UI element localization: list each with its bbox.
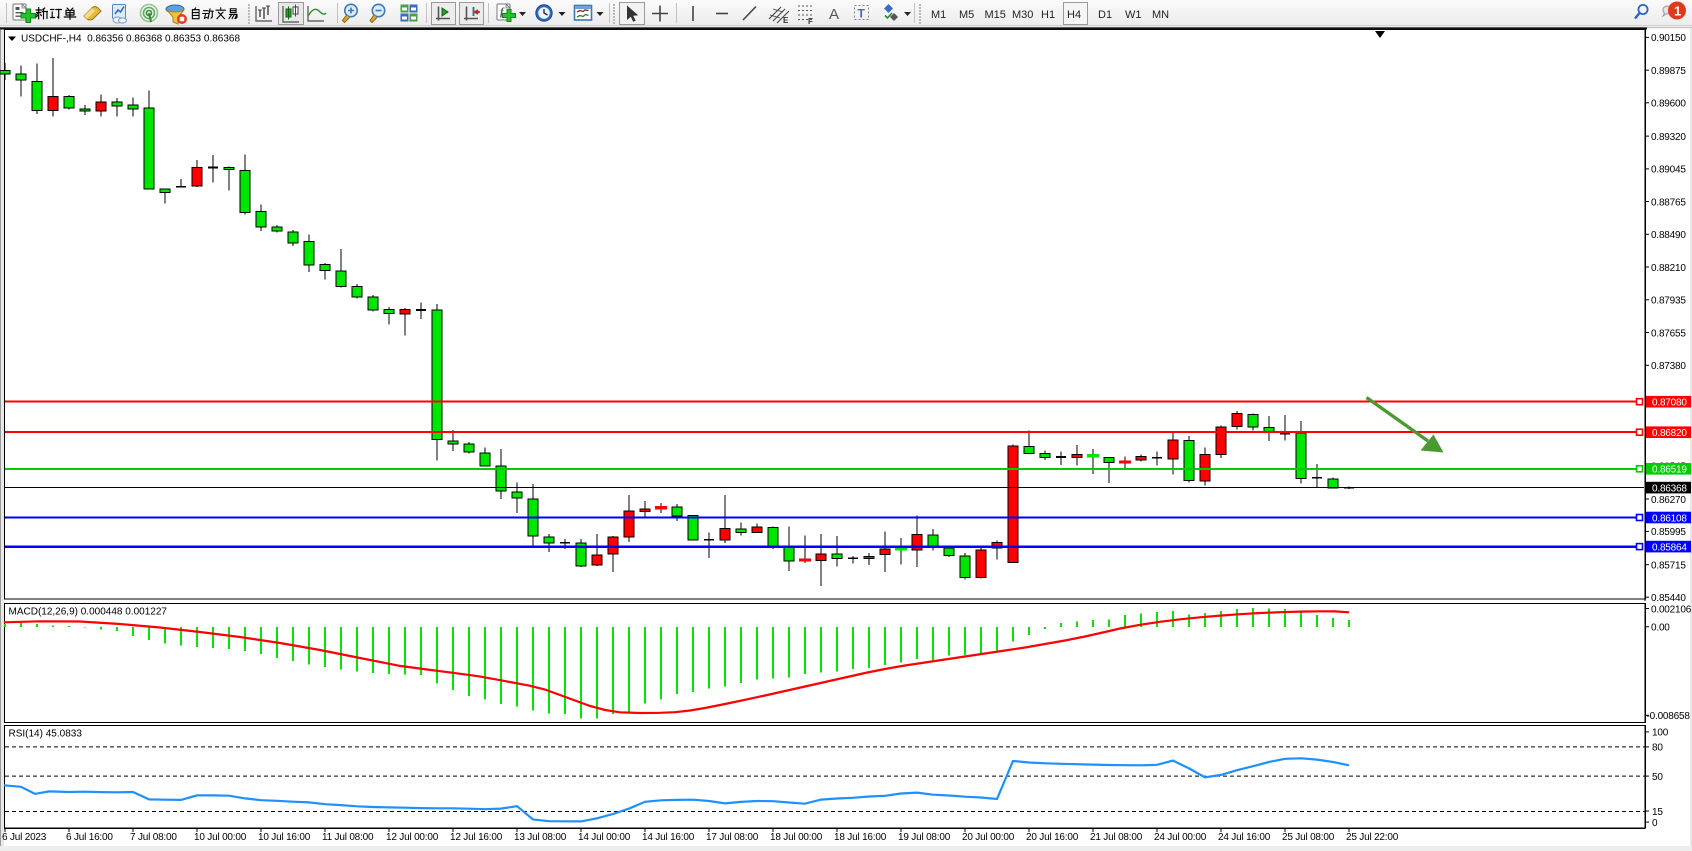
svg-text:0.87935: 0.87935	[1651, 296, 1686, 307]
svg-text:RSI(14) 45.0833: RSI(14) 45.0833	[9, 729, 83, 740]
svg-text:14 Jul 16:00: 14 Jul 16:00	[642, 832, 695, 843]
svg-text:18 Jul 16:00: 18 Jul 16:00	[834, 832, 887, 843]
svg-text:24 Jul 00:00: 24 Jul 00:00	[1154, 832, 1207, 843]
svg-text:0.85995: 0.85995	[1651, 527, 1686, 538]
svg-text:E: E	[783, 16, 789, 25]
svg-text:20 Jul 00:00: 20 Jul 00:00	[962, 832, 1015, 843]
svg-text:A: A	[829, 6, 839, 23]
svg-text:H4: H4	[1067, 9, 1081, 21]
svg-text:T: T	[858, 7, 866, 21]
svg-text:13 Jul 08:00: 13 Jul 08:00	[514, 832, 567, 843]
svg-text:0.89320: 0.89320	[1651, 132, 1686, 143]
svg-text:0.86368: 0.86368	[1652, 484, 1687, 495]
svg-text:12 Jul 16:00: 12 Jul 16:00	[450, 832, 503, 843]
svg-text:MACD(12,26,9) 0.000448 0.00122: MACD(12,26,9) 0.000448 0.001227	[9, 607, 168, 618]
svg-text:24 Jul 16:00: 24 Jul 16:00	[1218, 832, 1271, 843]
svg-text:F: F	[808, 17, 813, 26]
svg-text:0.86519: 0.86519	[1652, 465, 1687, 476]
svg-text:M1: M1	[931, 9, 946, 21]
svg-text:0.89600: 0.89600	[1651, 99, 1686, 110]
svg-text:0.87080: 0.87080	[1652, 398, 1687, 409]
svg-text:25 Jul 22:00: 25 Jul 22:00	[1346, 832, 1399, 843]
svg-text:0.85440: 0.85440	[1651, 593, 1686, 604]
svg-text:0.88765: 0.88765	[1651, 197, 1686, 208]
svg-text:80: 80	[1652, 743, 1663, 754]
svg-text:0.89875: 0.89875	[1651, 66, 1686, 77]
svg-text:0.86820: 0.86820	[1652, 428, 1687, 439]
svg-text:M30: M30	[1012, 9, 1033, 21]
svg-text:0.90150: 0.90150	[1651, 33, 1686, 44]
svg-text:0: 0	[1652, 818, 1658, 829]
svg-text:14 Jul 00:00: 14 Jul 00:00	[578, 832, 631, 843]
svg-text:25 Jul 08:00: 25 Jul 08:00	[1282, 832, 1335, 843]
svg-text:H1: H1	[1041, 9, 1055, 21]
svg-text:19 Jul 08:00: 19 Jul 08:00	[898, 832, 951, 843]
svg-text:D1: D1	[1098, 9, 1112, 21]
svg-text:1: 1	[1674, 4, 1681, 19]
svg-text:W1: W1	[1125, 9, 1142, 21]
svg-text:7 Jul 08:00: 7 Jul 08:00	[130, 832, 177, 843]
svg-text:USDCHF-,H4 0.86356 0.86368 0.: USDCHF-,H4 0.86356 0.86368 0.86353 0.863…	[21, 34, 240, 45]
svg-text:100: 100	[1652, 728, 1669, 739]
svg-text:0.00: 0.00	[1651, 623, 1670, 634]
svg-text:0.89045: 0.89045	[1651, 165, 1686, 176]
svg-text:20 Jul 16:00: 20 Jul 16:00	[1026, 832, 1079, 843]
svg-text:0.002106: 0.002106	[1651, 604, 1692, 615]
svg-text:0.87380: 0.87380	[1651, 361, 1686, 372]
svg-text:0.87655: 0.87655	[1651, 328, 1686, 339]
svg-text:M15: M15	[985, 9, 1006, 21]
svg-text:11 Jul 08:00: 11 Jul 08:00	[322, 832, 374, 843]
svg-text:6 Jul 16:00: 6 Jul 16:00	[66, 832, 113, 843]
svg-text:0.86270: 0.86270	[1651, 495, 1686, 506]
svg-text:0.85864: 0.85864	[1652, 543, 1687, 554]
svg-text:0.88210: 0.88210	[1651, 263, 1686, 274]
svg-text:0.85715: 0.85715	[1651, 561, 1686, 572]
svg-text:12 Jul 00:00: 12 Jul 00:00	[386, 832, 439, 843]
svg-text:0.88490: 0.88490	[1651, 230, 1686, 241]
svg-text:17 Jul 08:00: 17 Jul 08:00	[706, 832, 759, 843]
svg-text:M5: M5	[959, 9, 974, 21]
svg-text:0.86108: 0.86108	[1652, 513, 1687, 524]
svg-text:10 Jul 16:00: 10 Jul 16:00	[258, 832, 311, 843]
svg-text:10 Jul 00:00: 10 Jul 00:00	[194, 832, 247, 843]
svg-text:50: 50	[1652, 772, 1663, 783]
svg-text:MN: MN	[1152, 9, 1169, 21]
svg-text:18 Jul 00:00: 18 Jul 00:00	[770, 832, 823, 843]
svg-text:-0.008658: -0.008658	[1647, 711, 1691, 722]
svg-text:21 Jul 08:00: 21 Jul 08:00	[1090, 832, 1143, 843]
svg-text:15: 15	[1652, 807, 1663, 818]
svg-text:6 Jul 2023: 6 Jul 2023	[2, 832, 47, 843]
svg-text:f: f	[500, 6, 505, 18]
